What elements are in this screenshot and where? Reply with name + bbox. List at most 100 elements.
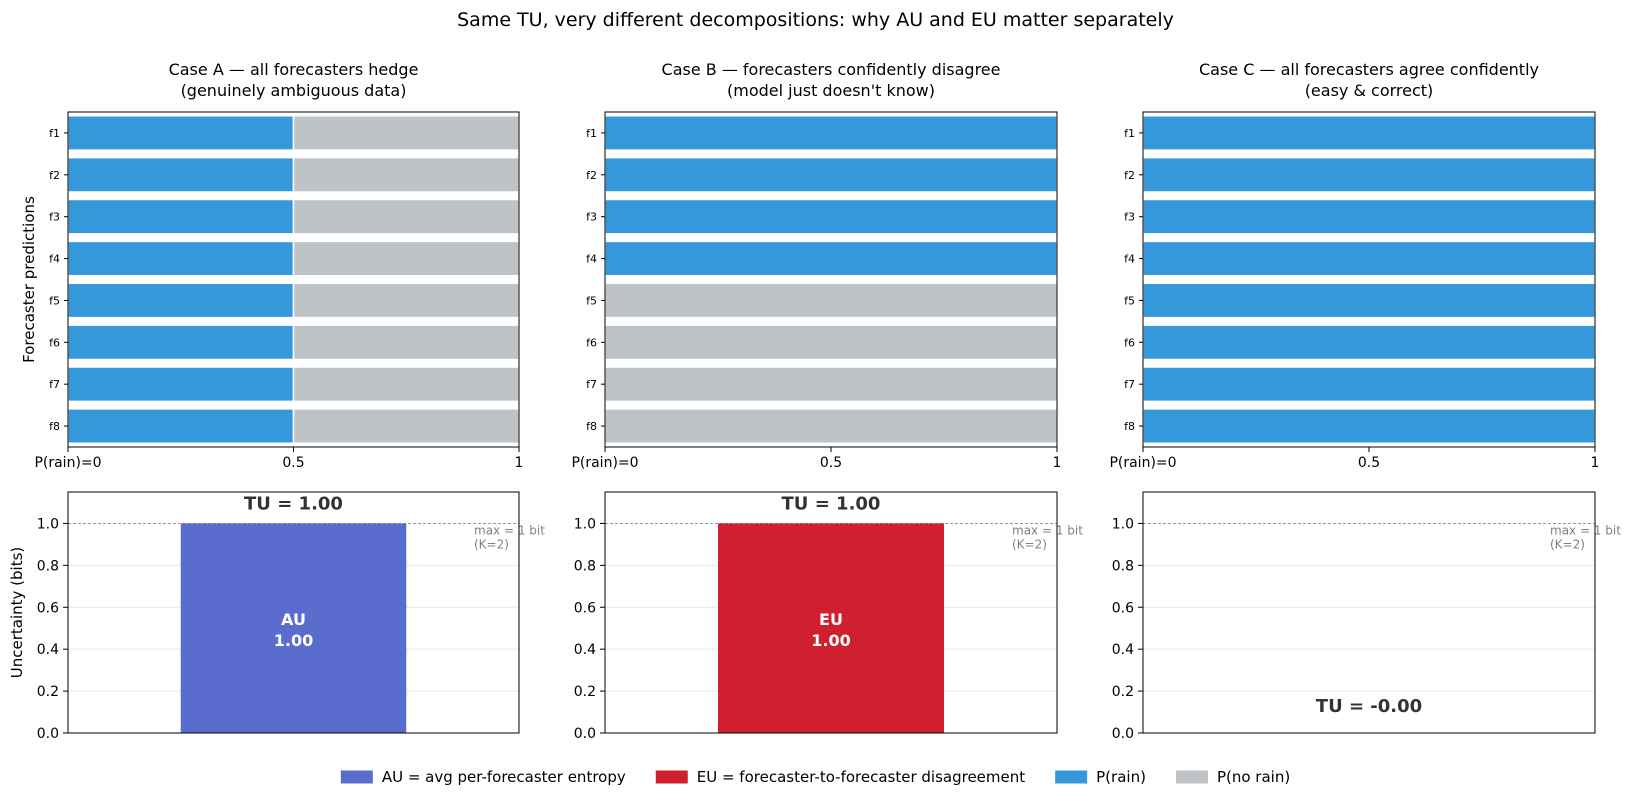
y-tick-label: f4 [1124,253,1135,266]
axes-frame [1142,491,1596,734]
bar-p-rain [1142,408,1596,444]
total-uncertainty-label: TU = 1.00 [782,493,881,514]
bar-p-no-rain [292,282,520,319]
y-tick-label: 0.8 [574,558,596,574]
legend: AU = avg per-forecaster entropy EU = fore… [340,768,1290,786]
bar-p-rain [67,156,295,193]
panel-title-line: Case B — forecasters confidently disagre… [662,60,1001,79]
panel-title-line: Case C — all forecasters agree confident… [1199,60,1539,79]
y-tick-label: 0.8 [37,558,59,574]
y-tick-label: 0.2 [37,684,59,700]
y-tick-label: f2 [49,169,60,182]
y-tick-label: 0.8 [1112,558,1134,574]
uncertainty-panel-1: AU 1.00 TU = 1.00 max = 1 bit(K=2) 0.0 0.2 0.4… [8,491,545,742]
panel-title: Case A — all forecasters hedge (genuinely… [169,60,419,100]
x-tick-label: P(rain)=0 [571,455,638,471]
max-note-line1: max = 1 bit [1012,523,1083,537]
y-tick-label: 0.0 [574,726,596,742]
y-tick-label: f1 [1124,127,1135,140]
panel-title: Case B — forecasters confidently disagre… [662,60,1001,100]
y-tick-label: 0.0 [1112,726,1134,742]
max-note-line2: (K=2) [1012,537,1047,551]
y-tick-label: f3 [49,211,60,224]
bar-p-no-rain [292,366,520,403]
y-tick-label: f8 [1124,420,1135,433]
bar-p-rain [604,240,1058,277]
y-tick-label: f3 [1124,211,1135,224]
y-tick-label: 0.4 [37,642,59,658]
x-tick-label: 1 [515,455,524,471]
bar-p-rain [604,115,1058,151]
y-tick-label: f6 [1124,336,1135,349]
y-tick-label: f1 [49,127,60,140]
y-tick-label: 0.6 [574,600,596,616]
y-tick-label: f5 [586,294,597,307]
bar-segment-name: AU [281,610,306,629]
bar-p-rain [1142,156,1596,193]
y-tick-label: f4 [586,253,597,266]
bar-p-no-rain [604,408,1058,444]
bar-p-rain [1142,240,1596,277]
max-note-line1: max = 1 bit [1550,523,1621,537]
y-tick-label: f7 [49,378,60,391]
y-tick-label: 0.0 [37,726,59,742]
legend-label: AU = avg per-forecaster entropy [382,768,626,786]
y-tick-label: f5 [49,294,60,307]
y-tick-label: 0.6 [37,600,59,616]
bar-p-rain [1142,115,1596,151]
panel-title-line: Case A — all forecasters hedge [169,60,419,79]
bar-p-rain [67,240,295,277]
bar-p-rain [1142,282,1596,319]
legend-swatch [655,770,688,784]
y-tick-label: 1.0 [574,516,596,532]
x-tick-label: P(rain)=0 [34,455,101,471]
y-tick-label: 0.6 [1112,600,1134,616]
panel-title: Case C — all forecasters agree confident… [1199,60,1539,100]
bar-p-no-rain [292,324,520,361]
y-tick-label: 0.4 [574,642,596,658]
bar-p-rain [67,408,295,444]
y-tick-label: 1.0 [37,516,59,532]
legend-swatch [1175,770,1208,784]
bar-p-no-rain [604,366,1058,403]
x-tick-label: 0.5 [820,455,842,471]
x-tick-label: 0.5 [282,455,304,471]
bar-au [180,523,407,733]
max-note-line2: (K=2) [474,537,509,551]
bar-eu [718,523,944,733]
bar-segment-value: 1.00 [811,631,850,650]
y-tick-label: f2 [586,169,597,182]
y-tick-label: f4 [49,253,60,266]
legend-swatch [340,770,373,784]
bar-p-rain [67,198,295,235]
total-uncertainty-label: TU = 1.00 [244,493,343,514]
bar-segment-name: EU [819,610,843,629]
y-tick-label: f8 [586,420,597,433]
uncertainty-panel-3: TU = -0.00 max = 1 bit(K=2) 0.0 0.2 0.4 0.6 0.… [1112,491,1621,742]
legend-label: P(no rain) [1217,768,1290,786]
bar-p-rain [67,115,295,151]
x-tick-label: 0.5 [1358,455,1380,471]
bar-p-rain [67,324,295,361]
bar-p-no-rain [604,324,1058,361]
panel-title-line: (model just doesn't know) [727,81,935,100]
y-axis-label: Uncertainty (bits) [8,547,26,679]
y-tick-label: 1.0 [1112,516,1134,532]
y-tick-label: f2 [1124,169,1135,182]
x-tick-label: 1 [1053,455,1062,471]
panels: Case A — all forecasters hedge (genuinely… [8,60,1621,742]
axes-frame [67,491,520,734]
bar-p-rain [1142,366,1596,403]
prediction-panel-1: Case A — all forecasters hedge (genuinely… [20,60,523,471]
bar-segment-value: 1.00 [274,631,313,650]
panel-title-line: (easy & correct) [1305,81,1434,100]
axes-frame [604,491,1058,734]
bar-p-no-rain [604,282,1058,319]
figure-suptitle: Same TU, very different decompositions: … [457,9,1174,31]
bar-p-rain [604,198,1058,235]
y-tick-label: f6 [49,336,60,349]
max-note-line2: (K=2) [1550,537,1585,551]
y-tick-label: f7 [586,378,597,391]
y-tick-label: f8 [49,420,60,433]
